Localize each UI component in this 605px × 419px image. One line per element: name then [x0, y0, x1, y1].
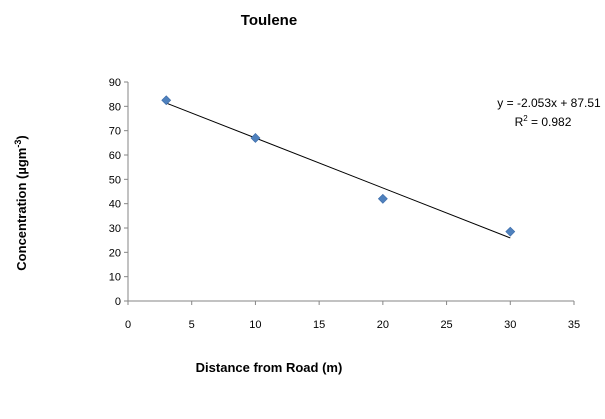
chart-title: Toulene: [241, 12, 297, 29]
x-axis-title: Distance from Road (m): [196, 360, 343, 375]
y-tick-label: 60: [109, 150, 121, 162]
data-point: [505, 226, 516, 237]
y-tick-label: 70: [109, 126, 121, 138]
y-tick-label: 50: [109, 174, 121, 186]
axes: [127, 82, 574, 302]
x-ticks: 0 5 10 15 20 25 30 35: [125, 301, 580, 331]
x-tick-label: 10: [249, 319, 261, 331]
trendline: [166, 102, 511, 239]
r2-letter: R: [515, 115, 524, 129]
y-tick-label: 80: [109, 101, 121, 113]
trendline-equation: y = -2.053x + 87.51: [497, 96, 601, 110]
y-tick-label: 20: [109, 247, 121, 259]
y-axis-title-main: Concentration (µgm: [14, 148, 29, 271]
trendline-r-squared: R2 = 0.982: [515, 114, 572, 129]
x-tick-label: 25: [440, 319, 452, 331]
points-layer: [161, 95, 516, 237]
data-point: [377, 193, 388, 204]
y-tick-label: 10: [109, 272, 121, 284]
y-ticks: 0 10 20 30 40 50 60 70 80 90: [109, 77, 128, 308]
data-point: [161, 95, 172, 106]
x-tick-label: 0: [125, 319, 131, 331]
y-axis-title-end: ): [14, 135, 29, 139]
x-tick-label: 30: [504, 319, 516, 331]
r2-superscript: 2: [523, 114, 528, 123]
x-tick-label: 20: [377, 319, 389, 331]
r2-value: = 0.982: [528, 115, 572, 129]
x-tick-label: 15: [313, 319, 325, 331]
x-tick-label: 35: [568, 319, 580, 331]
y-tick-label: 40: [109, 199, 121, 211]
x-tick-label: 5: [189, 319, 195, 331]
y-tick-label: 30: [109, 223, 121, 235]
trendline-layer: [166, 102, 511, 239]
y-axis-title: Concentration (µgm-3): [13, 135, 29, 270]
y-tick-label: 90: [109, 77, 121, 89]
y-tick-label: 0: [115, 296, 121, 308]
data-point: [250, 133, 261, 143]
y-axis-title-superscript: -3: [13, 140, 23, 148]
